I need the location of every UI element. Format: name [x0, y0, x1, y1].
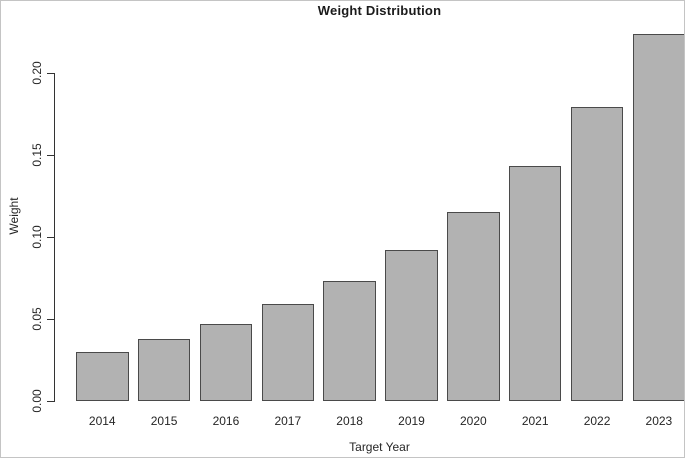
y-tick-label: 0.20	[30, 61, 44, 85]
y-tick-label: 0.15	[30, 143, 44, 167]
bar-2021	[508, 166, 562, 401]
y-axis-title: Weight	[7, 197, 21, 235]
bar-2015	[137, 339, 191, 401]
y-tick-mark	[47, 237, 55, 238]
x-tick-label: 2021	[521, 414, 549, 428]
x-tick-label: 2018	[336, 414, 363, 428]
y-tick-label: 0.05	[30, 307, 44, 331]
y-tick-mark	[47, 319, 55, 320]
y-tick-label: 0.10	[30, 225, 44, 249]
x-tick-label: 2017	[274, 414, 302, 428]
x-tick-label: 2019	[398, 414, 425, 428]
y-tick-label: 0.00	[30, 389, 44, 413]
y-tick-mark	[47, 155, 55, 156]
bar-2020	[447, 212, 500, 401]
x-tick-label: 2023	[645, 414, 673, 428]
x-axis-title: Target Year	[349, 440, 410, 454]
x-tick-label: 2022	[583, 414, 611, 428]
bar-2016	[199, 324, 253, 401]
bar-2019	[385, 250, 438, 401]
bar-2018	[323, 281, 376, 401]
chart-title: Weight Distribution	[317, 3, 442, 18]
bar-2017	[261, 304, 315, 401]
x-tick-label: 2014	[88, 414, 116, 428]
y-tick-mark	[47, 73, 55, 74]
bar-2022	[570, 107, 624, 401]
x-tick-label: 2015	[150, 414, 178, 428]
bar-2014	[76, 352, 129, 401]
y-tick-mark	[47, 401, 55, 402]
x-tick-label: 2020	[459, 414, 487, 428]
bar-2023	[632, 34, 684, 401]
x-tick-label: 2016	[212, 414, 240, 428]
